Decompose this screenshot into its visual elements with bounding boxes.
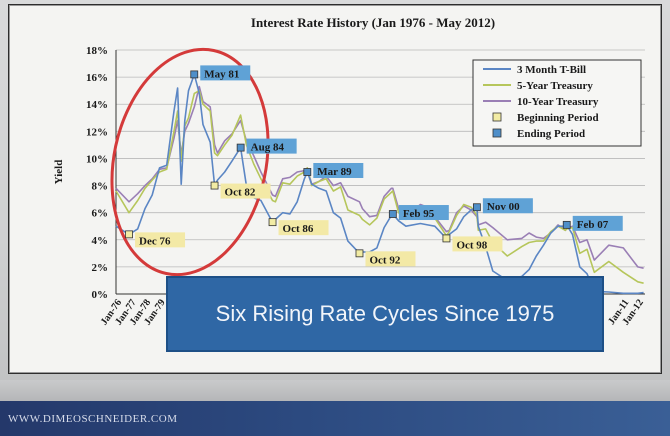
ending-period-label: Aug 84 [251, 142, 285, 154]
ending-period-marker [472, 203, 481, 212]
y-tick-label: 18% [86, 45, 108, 57]
legend-label: 5-Year Treasury [517, 80, 593, 92]
beginning-period-marker [125, 230, 133, 239]
ending-period-marker [303, 168, 312, 176]
ending-period-marker [190, 70, 199, 79]
y-tick-label: 10% [86, 153, 108, 165]
ending-label-bg [313, 163, 364, 178]
beginning-label-bg [452, 236, 503, 252]
beginning-label-bg [278, 220, 329, 236]
y-tick-label: 0% [92, 289, 109, 301]
beginning-label-bg [135, 232, 186, 248]
y-tick-label: 8% [92, 181, 109, 193]
ending-period-label: Nov 00 [487, 201, 520, 213]
headline-text: Six Rising Rate Cycles Since 1975 [215, 301, 555, 326]
beginning-period-marker [210, 181, 219, 190]
ending-label-bg [572, 215, 623, 231]
beginning-period-label: Oct 82 [225, 187, 256, 199]
legend: 3 Month T-Bill 5-Year Treasury 10-Year Tre… [472, 59, 642, 147]
y-tick-label: 4% [92, 235, 109, 247]
beginning-period-label: Oct 86 [283, 223, 314, 235]
legend-swatch-square [492, 112, 502, 122]
beginning-period-label: Dec 76 [139, 235, 171, 247]
beginning-period-label: Oct 92 [369, 254, 400, 266]
beginning-period-label: Oct 98 [456, 239, 487, 251]
footer-website: WWW.DIMEOSCHNEIDER.COM [8, 413, 178, 425]
legend-swatch-square [492, 128, 502, 138]
ending-period-label: Feb 95 [403, 208, 435, 220]
ending-period-marker [388, 210, 397, 218]
legend-label: 10-Year Treasury [517, 96, 599, 108]
ending-label-bg [398, 205, 449, 221]
legend-label: Beginning Period [517, 112, 599, 124]
y-tick-label: 14% [86, 99, 108, 111]
beginning-label-bg [220, 183, 271, 199]
ending-period-label: Mar 89 [317, 166, 352, 178]
ending-period-label: Feb 07 [577, 219, 609, 231]
series-line-10yr [115, 85, 644, 269]
y-axis-label: Yield [53, 160, 65, 185]
y-tick-label: 6% [92, 208, 109, 220]
legend-label: Ending Period [517, 128, 585, 140]
series-line-5yr [115, 89, 644, 284]
footer-bar: WWW.DIMEOSCHNEIDER.COM [0, 401, 670, 436]
beginning-period-marker [442, 234, 451, 243]
ending-period-label: May 81 [204, 68, 239, 80]
period-markers: Dec 76 Oct 82 Oct 86 Oct 92 Oct 98 May 81 Aug … [125, 65, 623, 267]
ending-period-marker [236, 143, 245, 152]
y-tick-label: 12% [86, 126, 108, 138]
beginning-period-marker [268, 218, 277, 227]
y-tick-label: 2% [92, 262, 109, 274]
beginning-label-bg [365, 251, 416, 267]
legend-label: 3 Month T-Bill [517, 64, 586, 76]
y-tick-labels: 0% 2% 4% 6% 8% 10% 12% 14% 16% 18% [86, 45, 108, 301]
ending-label-bg [200, 65, 251, 81]
headline-banner: Six Rising Rate Cycles Since 1975 [166, 276, 604, 352]
chart-title: Interest Rate History (Jan 1976 - May 20… [251, 15, 495, 30]
beginning-period-marker [355, 249, 364, 258]
page-edge [0, 380, 670, 401]
y-tick-label: 16% [86, 72, 108, 84]
ending-label-bg [246, 138, 297, 154]
ending-label-bg [482, 198, 533, 214]
ending-period-marker [562, 220, 571, 229]
highlight-ellipse [110, 47, 270, 277]
